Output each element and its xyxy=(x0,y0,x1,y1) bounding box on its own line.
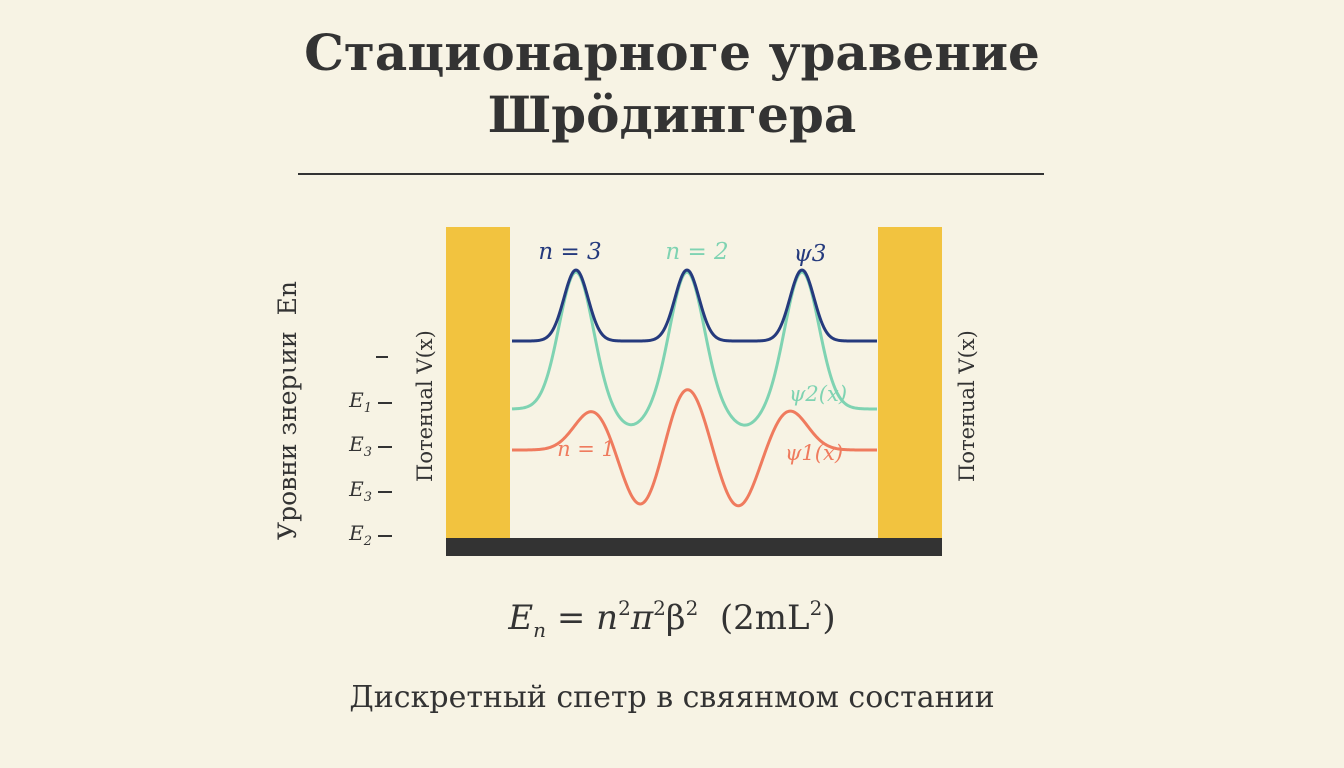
caption: Дискретный спетр в свяянмом состании xyxy=(349,680,995,715)
energy-axis-label-symbol: En xyxy=(273,281,302,315)
formula-L-sup: 2 xyxy=(809,596,823,620)
formula-n-sup: 2 xyxy=(618,596,631,620)
svg-text:E2: E2 xyxy=(348,521,372,549)
energy-tick-2-sub: 3 xyxy=(364,445,372,460)
well-floor xyxy=(446,538,942,556)
formula-E: E xyxy=(508,598,534,638)
formula-beta-sup: 2 xyxy=(685,596,699,620)
formula-n: n xyxy=(596,598,619,638)
potential-label-right: Потенuаl V(x) xyxy=(955,330,979,482)
title-line-1: Стационарноге уравение xyxy=(304,23,1040,82)
potential-label-left: Потенuаl V(x) xyxy=(413,330,437,482)
formula-eq: = xyxy=(546,598,597,638)
title-divider xyxy=(298,173,1044,175)
energy-axis-label-text: Уровни знерɩии xyxy=(273,331,302,540)
formula-paren: (2mL xyxy=(698,598,810,638)
label-psi1: ψ1(x) xyxy=(785,441,843,465)
energy-tick-3-sub: 3 xyxy=(364,490,372,505)
label-n3: n = 3 xyxy=(538,239,601,265)
energy-tick-3-label: E xyxy=(348,477,364,501)
energy-tick-1-label: E xyxy=(348,388,364,412)
right-wall xyxy=(878,227,942,543)
formula-pi-sup: 2 xyxy=(653,596,666,620)
energy-tick-0 xyxy=(376,356,388,358)
svg-text:E3: E3 xyxy=(348,477,372,505)
energy-tick-2: E3 xyxy=(348,432,392,460)
formula-beta: β xyxy=(665,598,686,638)
energy-tick-2-label: E xyxy=(348,432,364,456)
wavefunction-n1 xyxy=(512,388,877,508)
label-psi3: ψ3 xyxy=(794,241,827,267)
energy-tick-1: E1 xyxy=(348,388,392,416)
energy-tick-4: E2 xyxy=(348,521,392,549)
svg-text:E3: E3 xyxy=(348,432,372,460)
svg-text:E1: E1 xyxy=(348,388,372,416)
formula-pi: π xyxy=(630,598,654,638)
energy-tick-1-sub: 1 xyxy=(364,401,372,416)
page-title: Стационарноге уравение Шрӧдингера xyxy=(0,22,1344,146)
title-line-2: Шрӧдингера xyxy=(487,85,857,144)
formula-paren-close: ) xyxy=(822,598,836,638)
left-wall xyxy=(446,227,510,543)
energy-axis-label: Уровни знерɩии En xyxy=(273,281,302,540)
wavefunction-n3 xyxy=(512,268,877,343)
formula-E-sub: n xyxy=(533,618,547,642)
energy-tick-3: E3 xyxy=(348,477,392,505)
label-n1: n = 1 xyxy=(557,437,615,461)
energy-formula: En = n2π2β2 (2mL2) xyxy=(0,596,1344,640)
energy-tick-4-sub: 2 xyxy=(363,534,372,549)
label-psi2: ψ2(x) xyxy=(789,382,847,406)
label-n2: n = 2 xyxy=(665,239,728,265)
energy-tick-4-label: E xyxy=(348,521,364,545)
